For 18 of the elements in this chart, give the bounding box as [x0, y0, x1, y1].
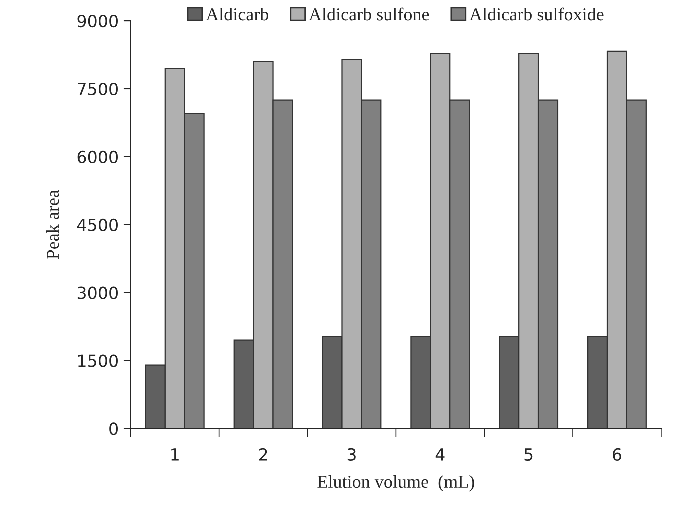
x-tick-label: 3 [348, 448, 356, 462]
legend-label: Aldicarb sulfoxide [470, 8, 604, 21]
y-tick-label: 9000 [78, 15, 118, 28]
legend-label: Aldicarb [206, 8, 269, 21]
x-tick-label: 2 [259, 448, 268, 461]
y-tick-label: 4500 [78, 218, 118, 232]
y-tick-label: 1500 [78, 354, 118, 368]
y-tick-label: 6000 [78, 150, 118, 164]
x-axis-title: Elution volume (mL) [318, 475, 474, 492]
y-tick-label: 7500 [78, 82, 118, 96]
y-tick-label: 0 [110, 422, 118, 436]
x-tick-label: 6 [613, 448, 622, 462]
legend-label: Aldicarb sulfone [309, 8, 430, 21]
x-tick-label: 5 [524, 448, 533, 462]
y-axis-title: Peak area [46, 190, 60, 260]
y-tick-label: 3000 [78, 286, 118, 300]
x-tick-label: 1 [172, 448, 179, 461]
x-tick-label: 4 [436, 448, 445, 461]
